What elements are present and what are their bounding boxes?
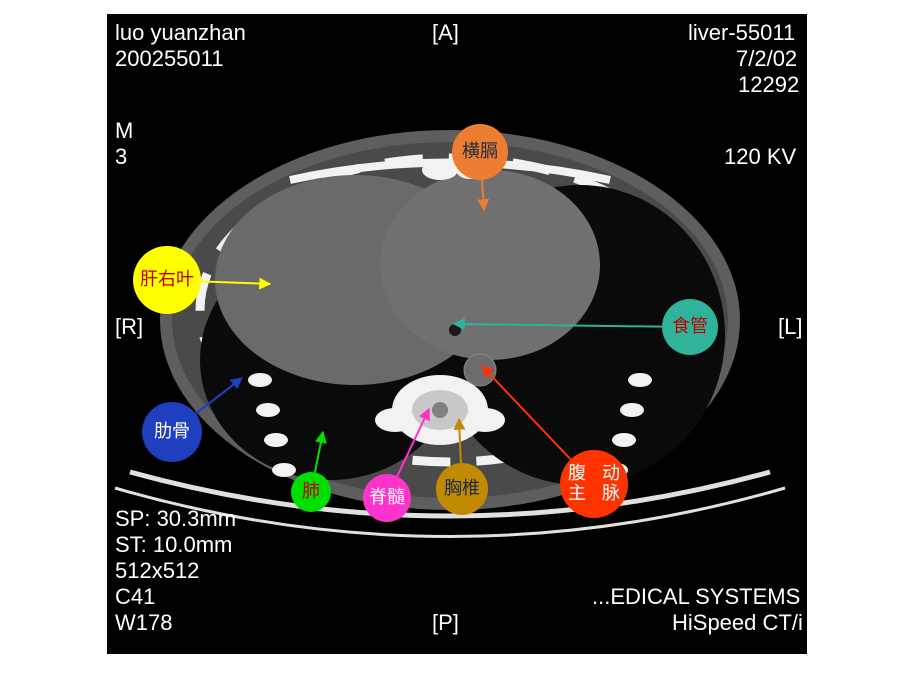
label-esophagus: 食管 <box>662 299 718 355</box>
arrow-abdominal_aorta <box>482 366 571 459</box>
arrow-diaphragm <box>482 180 484 210</box>
arrow-spinal_cord <box>397 409 429 476</box>
annotation-arrows <box>0 0 920 690</box>
label-abdominal_aorta: 腹主动脉 <box>560 450 628 518</box>
label-lung: 肺 <box>291 472 331 512</box>
arrow-esophagus <box>454 324 662 327</box>
label-rib: 肋骨 <box>142 402 202 462</box>
label-spinal_cord: 脊髓 <box>363 474 411 522</box>
label-thoracic_vertebra: 胸椎 <box>436 463 488 515</box>
arrow-lung <box>315 432 323 472</box>
label-diaphragm: 横膈 <box>452 124 508 180</box>
arrow-liver_right <box>201 281 270 284</box>
label-liver_right: 肝右叶 <box>133 246 201 314</box>
arrow-rib <box>196 378 242 414</box>
arrow-thoracic_vertebra <box>459 419 461 463</box>
